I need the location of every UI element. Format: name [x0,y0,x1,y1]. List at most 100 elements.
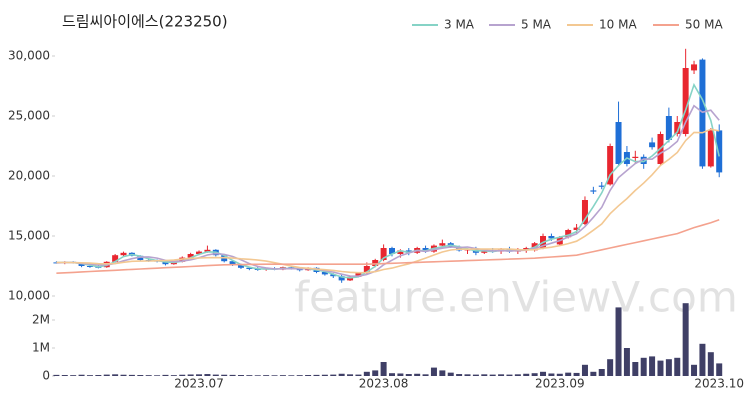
volume-bar [237,375,244,376]
candle-body [439,243,446,246]
volume-bar [145,375,152,376]
volume-bar [590,371,597,376]
candle-body [590,190,597,192]
volume-bar [305,375,312,376]
candle-body [347,276,354,281]
candle-body [565,230,572,238]
volume-bar [523,373,530,376]
candle-body [338,276,345,281]
legend-label: 5 MA [521,18,552,32]
volume-tick-label: 0 [42,369,50,383]
volume-bar [372,370,379,376]
candle-body [246,267,253,269]
candle-body [372,260,379,266]
volume-bar [506,374,513,376]
volume-bar [128,374,135,376]
volume-bar [355,374,362,376]
volume-bar [607,359,614,376]
candle-body [682,68,689,134]
volume-bar [347,374,354,376]
volume-bar [481,374,488,376]
volume-bar [472,374,479,376]
candle-body [615,122,622,164]
volume-bar [498,374,505,376]
x-tick-label: 2023.07 [174,377,224,391]
volume-bar [632,362,639,376]
volume-bar [649,356,656,376]
volume-bar [598,369,605,376]
candle-body [112,255,119,262]
watermark: feature.enViewV.com [294,273,737,322]
candle-body [204,249,211,252]
candle-body [86,266,93,267]
candle-body [640,156,647,164]
candle-body [397,250,404,254]
volume-bar [78,374,85,376]
candle-body [707,130,714,167]
candle-body [380,248,387,260]
candle-body [187,254,194,258]
volume-bar [187,374,194,376]
volume-bar [112,374,119,376]
candle-body [422,248,429,252]
volume-bar [573,372,580,376]
x-tick-label: 2023.08 [359,377,409,391]
volume-bar [615,307,622,376]
volume-bar [691,364,698,376]
y-tick-label: 15,000 [8,229,50,243]
volume-bar [229,374,236,376]
volume-bar [389,373,395,376]
volume-bar [70,375,77,376]
candle-body [691,64,698,71]
volume-bar [363,371,370,376]
candle-body [716,130,723,173]
candle-body [573,227,580,230]
y-tick-label: 20,000 [8,169,50,183]
volume-bar [212,374,219,376]
volume-bar [565,372,572,376]
volume-tick-label: 1M [32,341,50,355]
volume-bar [531,373,538,376]
volume-bar [338,373,345,376]
volume-bar [699,343,706,376]
y-tick-label: 10,000 [8,289,50,303]
volume-bar [120,374,127,376]
legend-label: 3 MA [444,18,475,32]
volume-bar [716,363,723,376]
candle-body [321,272,328,275]
volume-bar [489,374,496,376]
volume-bar [86,375,93,376]
candle-body [120,252,127,256]
candle-body [632,156,639,158]
volume-bar [397,373,404,376]
chart-title: 드림씨아이에스(223250) [62,13,228,31]
volume-bar [548,373,555,376]
volume-bar [430,367,437,376]
volume-bar [61,375,68,376]
volume-bar [279,375,286,376]
volume-bar [103,374,110,376]
legend-label: 50 MA [685,18,723,32]
candle-body [389,248,395,254]
candle-body [237,264,244,268]
volume-bar [422,374,429,376]
volume-bar [456,374,463,376]
candle-body [78,263,85,266]
volume-bar [640,357,647,376]
candle-body [330,274,337,277]
legend-label: 10 MA [599,18,637,32]
volume-bar [330,374,337,376]
candle-body [665,116,672,140]
volume-tick-label: 2M [32,313,50,327]
y-tick-label: 25,000 [8,109,50,123]
volume-bar [682,303,689,376]
volume-bar [405,374,412,376]
volume-bar [179,374,186,376]
ma-line [56,128,720,274]
candle-body [674,122,681,134]
volume-bar [581,364,588,376]
candle-body [355,273,362,277]
volume-bar [540,371,547,376]
volume-bar [514,374,521,376]
